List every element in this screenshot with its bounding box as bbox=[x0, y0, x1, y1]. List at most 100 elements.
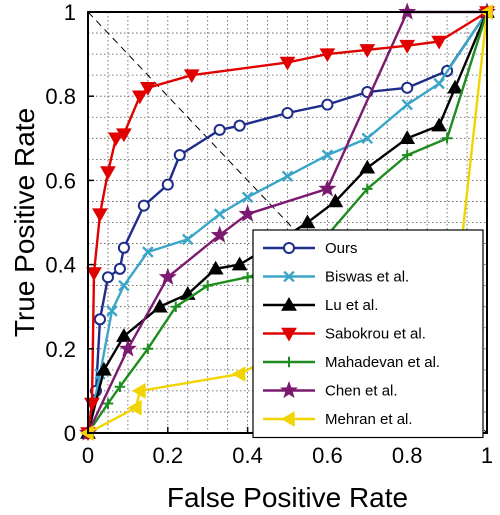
marker-circle bbox=[137, 199, 150, 212]
marker-x bbox=[213, 208, 226, 220]
legend-entry: Sabokrou et al. bbox=[263, 326, 426, 343]
marker-triangle-up bbox=[447, 79, 463, 94]
legend-entry: Lu et al. bbox=[263, 296, 378, 314]
legend-label: Biswas et al. bbox=[325, 269, 409, 286]
marker-triangle-left bbox=[280, 411, 295, 427]
marker-plus bbox=[202, 280, 213, 291]
marker-plus bbox=[441, 133, 453, 144]
marker-x bbox=[361, 132, 374, 145]
legend-entry: Biswas et al. bbox=[263, 269, 409, 286]
legend-entry: Mahadevan et al. bbox=[263, 354, 440, 371]
legend-label: Mehran et al. bbox=[325, 411, 413, 428]
marker-triangle-down bbox=[319, 48, 336, 63]
y-tick-label: 0.8 bbox=[45, 84, 76, 109]
marker-x bbox=[142, 246, 154, 258]
marker-x bbox=[106, 305, 118, 317]
marker-star bbox=[158, 267, 177, 285]
marker-triangle-down bbox=[116, 128, 132, 143]
legend-entry: Chen et al. bbox=[263, 381, 398, 400]
marker-circle bbox=[113, 262, 126, 275]
marker-circle bbox=[173, 149, 186, 162]
axis-ticks: 0 0.2 0.4 0.6 0.8 1 0 0.2 0.4 0.6 0.8 1 bbox=[45, 0, 493, 468]
legend-label: Sabokrou et al. bbox=[325, 326, 426, 343]
marker-triangle-up bbox=[431, 117, 447, 132]
marker-circle bbox=[401, 81, 414, 94]
marker-star bbox=[210, 225, 229, 243]
y-tick-label: 1 bbox=[64, 0, 76, 25]
marker-circle bbox=[161, 178, 174, 191]
marker-star bbox=[318, 179, 337, 197]
x-axis-label: False Positive Rate bbox=[167, 482, 408, 513]
marker-triangle-up bbox=[399, 130, 416, 145]
marker-triangle-down bbox=[279, 56, 296, 71]
series-sabokrou-et-al bbox=[80, 6, 495, 442]
marker-triangle-up bbox=[231, 256, 248, 271]
marker-star bbox=[279, 381, 299, 399]
marker-circle bbox=[233, 119, 246, 132]
marker-plus bbox=[362, 183, 373, 195]
marker-triangle-down bbox=[86, 267, 102, 282]
marker-triangle-down bbox=[108, 132, 124, 147]
marker-x bbox=[401, 98, 413, 111]
marker-triangle-up bbox=[151, 298, 168, 313]
marker-triangle-down bbox=[359, 44, 376, 58]
marker-star bbox=[118, 339, 137, 357]
marker-plus bbox=[401, 149, 413, 161]
legend-entry: Ours bbox=[263, 240, 358, 257]
marker-triangle-down bbox=[399, 39, 416, 54]
marker-triangle-down bbox=[281, 327, 297, 342]
marker-triangle-left bbox=[131, 383, 146, 399]
series-line bbox=[86, 11, 488, 434]
marker-triangle-left bbox=[127, 399, 142, 416]
marker-circle bbox=[101, 271, 114, 284]
y-tick-label: 0.2 bbox=[45, 337, 76, 362]
marker-triangle-up bbox=[281, 296, 297, 311]
legend-label: Ours bbox=[325, 240, 358, 257]
marker-x bbox=[241, 191, 254, 203]
marker-triangle-up bbox=[359, 159, 376, 174]
marker-circle bbox=[93, 313, 107, 326]
marker-plus bbox=[102, 398, 114, 409]
marker-triangle-up bbox=[96, 361, 112, 376]
x-tick-label: 0.4 bbox=[232, 443, 263, 468]
marker-triangle-up bbox=[327, 193, 344, 208]
marker-triangle-up bbox=[207, 260, 224, 275]
marker-plus bbox=[242, 271, 253, 283]
marker-x bbox=[283, 270, 295, 283]
legend-label: Chen et al. bbox=[325, 383, 398, 400]
marker-plus bbox=[283, 356, 295, 368]
marker-plus bbox=[114, 381, 126, 392]
marker-triangle-down bbox=[139, 82, 156, 96]
marker-triangle-up bbox=[116, 328, 132, 342]
marker-x bbox=[182, 233, 194, 246]
marker-circle bbox=[213, 123, 226, 136]
marker-plus bbox=[170, 301, 182, 312]
y-tick-label: 0 bbox=[64, 421, 76, 446]
x-tick-label: 1 bbox=[481, 443, 493, 468]
x-tick-label: 0 bbox=[82, 443, 94, 468]
marker-triangle-down bbox=[431, 35, 447, 50]
marker-circle bbox=[282, 241, 296, 255]
marker-triangle-down bbox=[132, 90, 148, 105]
marker-x bbox=[281, 170, 294, 182]
marker-star bbox=[238, 204, 257, 222]
x-tick-label: 0.2 bbox=[153, 443, 184, 468]
legend-entry: Mehran et al. bbox=[263, 411, 413, 428]
series-biswas-et-al bbox=[82, 6, 493, 439]
x-tick-label: 0.8 bbox=[392, 443, 423, 468]
marker-triangle-up bbox=[299, 214, 316, 229]
series-line bbox=[86, 10, 487, 434]
marker-triangle-left bbox=[231, 366, 246, 382]
marker-circle bbox=[321, 98, 334, 111]
legend-label: Lu et al. bbox=[325, 297, 378, 314]
legend: Ours Biswas et al. Lu et al. Sabokrou et al… bbox=[252, 229, 484, 439]
marker-x bbox=[433, 77, 445, 90]
marker-x bbox=[321, 149, 334, 161]
y-axis-label: True Positive Rate bbox=[9, 108, 40, 337]
x-tick-label: 0.6 bbox=[312, 443, 343, 468]
y-tick-label: 0.4 bbox=[45, 253, 76, 278]
marker-triangle-down bbox=[183, 69, 200, 84]
marker-triangle-down bbox=[100, 166, 116, 180]
marker-x bbox=[118, 279, 130, 292]
marker-circle bbox=[281, 107, 294, 120]
